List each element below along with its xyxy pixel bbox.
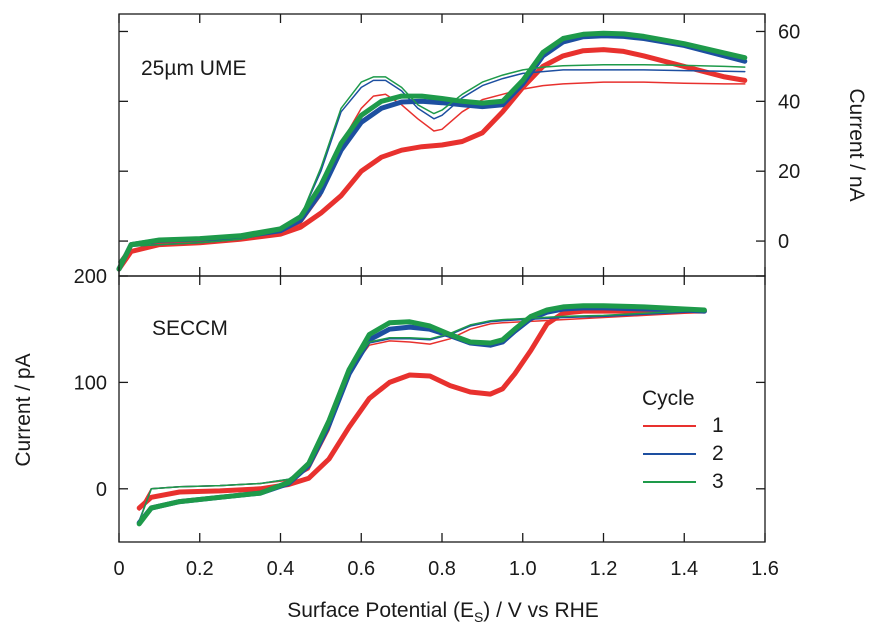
top-series-1-thick-curve [116, 47, 748, 272]
x-tick-label: 1.6 [751, 558, 779, 580]
top-series-3-thick-curve [116, 30, 748, 272]
top-y-tick-label: 40 [778, 91, 800, 113]
x-tick-label: 1.0 [509, 558, 537, 580]
bottom-panel-y-axis-label: Current / pA [12, 353, 35, 466]
bottom-y-tick-label: 200 [74, 266, 107, 288]
bottom-y-tick-label: 0 [96, 479, 107, 501]
top-panel-y-axis-label: Current / nA [845, 88, 868, 201]
top-panel-tick-labels: 0 20 40 60 [778, 21, 800, 253]
x-tick-label: 1.4 [670, 558, 698, 580]
bottom-panel-curves [136, 303, 707, 527]
legend-items: 1 2 3 [643, 414, 724, 493]
legend-label-cycle-1: 1 [712, 414, 724, 437]
legend-label-cycle-3: 3 [712, 470, 724, 493]
x-axis-label: Surface Potential (ES) / V vs RHE [287, 599, 599, 625]
bottom-series-3-thick-curve [136, 303, 707, 527]
top-series-1-thin-curve [118, 81, 746, 263]
x-tick-label: 0 [113, 558, 124, 580]
top-panel-ticks [118, 14, 766, 276]
bottom-panel-label: SECCM [152, 317, 228, 340]
bottom-series-1-thin-curve [138, 311, 706, 511]
top-series-3-thin-curve [118, 63, 746, 263]
legend-title: Cycle [642, 387, 695, 410]
bottom-panel-ticks [118, 275, 766, 542]
top-y-tick-label: 0 [778, 231, 789, 253]
x-tick-label: 1.2 [590, 558, 618, 580]
top-panel-curves [116, 30, 748, 272]
x-tick-label: 0.2 [186, 558, 214, 580]
x-axis-label-tail: ) / V vs RHE [483, 599, 599, 622]
x-tick-label: 0.4 [267, 558, 295, 580]
top-panel-label: 25µm UME [141, 57, 246, 80]
top-y-tick-label: 20 [778, 161, 800, 183]
bottom-panel-seccm: 0 0.2 0.4 0.6 0.8 1.0 1.2 1.4 1.6 0 100 200 SECCM C… [12, 266, 779, 580]
x-axis-label-main: Surface Potential (E [287, 599, 474, 622]
x-tick-label: 0.6 [347, 558, 375, 580]
x-axis-label-subscript: S [474, 609, 483, 625]
bottom-series-3-thin-curve [138, 309, 706, 523]
bottom-panel-tick-labels: 0 0.2 0.4 0.6 0.8 1.0 1.2 1.4 1.6 0 100 200 [74, 266, 779, 580]
legend: Cycle 1 2 3 [642, 387, 724, 493]
bottom-y-tick-label: 100 [74, 372, 107, 394]
bottom-series-1-thick-curve [136, 308, 707, 511]
top-panel-ume: 0 20 40 60 25µm UME Current / nA [116, 13, 868, 277]
legend-label-cycle-2: 2 [712, 442, 724, 465]
top-y-tick-label: 60 [778, 21, 800, 43]
x-tick-label: 0.8 [428, 558, 456, 580]
